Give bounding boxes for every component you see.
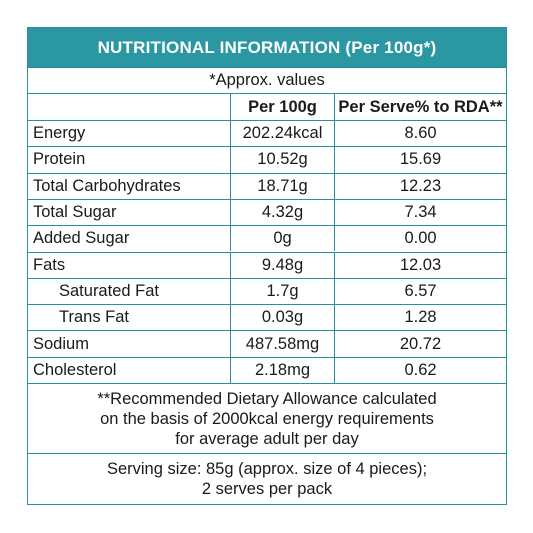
nutrient-name: Protein [33, 150, 86, 169]
nutrient-row: Total Sugar 4.32g 7.34 [28, 198, 506, 226]
nutrient-name: Saturated Fat [59, 281, 159, 300]
nutrient-per-serve-rda: 12.03 [334, 252, 506, 278]
nutrient-per-100g: 4.32g [230, 199, 334, 226]
nutrient-per-100g: 202.24kcal [230, 121, 334, 147]
nutrient-per-serve-rda: 1.28 [334, 305, 506, 331]
nutrient-per-serve-rda: 12.23 [334, 173, 506, 199]
nutrient-per-serve-rda: 8.60 [334, 121, 506, 147]
rda-note-row: **Recommended Dietary Allowance calculat… [28, 383, 506, 453]
nutrition-panel: NUTRITIONAL INFORMATION (Per 100g*) *App… [27, 27, 507, 505]
nutrient-per-serve-rda: 6.57 [334, 278, 506, 305]
nutrient-per-100g: 9.48g [230, 252, 334, 278]
column-header-row: Per 100g Per Serve% to RDA** [28, 93, 506, 120]
rda-note-line: on the basis of 2000kcal energy requirem… [100, 409, 434, 428]
nutrient-row: Energy 202.24kcal 8.60 [28, 120, 506, 147]
nutrient-per-100g: 18.71g [230, 173, 334, 199]
nutrient-row: Cholesterol 2.18mg 0.62 [28, 356, 506, 383]
nutrient-name: Sodium [33, 334, 89, 353]
nutrient-per-serve-rda: 0.00 [334, 226, 506, 252]
nutrient-row: Trans Fat 0.03g 1.28 [28, 304, 506, 331]
nutrient-per-serve-rda: 0.62 [334, 357, 506, 383]
nutrient-per-serve-rda: 20.72 [334, 331, 506, 357]
column-header-nutrient [28, 94, 230, 120]
serving-note-line: Serving size: 85g (approx. size of 4 pie… [106, 460, 428, 478]
nutrient-row: Total Carbohydrates 18.71g 12.23 [28, 172, 506, 199]
nutrient-name: Added Sugar [33, 229, 130, 248]
nutrient-per-100g: 2.18mg [230, 357, 334, 383]
nutrient-per-100g: 1.7g [230, 278, 334, 305]
nutrient-row: Added Sugar 0g 0.00 [28, 225, 506, 252]
nutrient-name: Total Carbohydrates [33, 176, 181, 195]
serving-size-row: Serving size: 85g (approx. size of 4 pie… [28, 453, 506, 504]
nutrient-per-100g: 0.03g [230, 305, 334, 331]
nutrient-per-100g: 487.58mg [230, 331, 334, 357]
approx-values-note: *Approx. values [209, 71, 325, 89]
nutrient-row: Fats 9.48g 12.03 [28, 251, 506, 278]
serving-size-note: Serving size: 85g (approx. size of 4 pie… [28, 454, 506, 504]
nutrient-name: Energy [33, 124, 86, 143]
nutrient-row: Saturated Fat 1.7g 6.57 [28, 277, 506, 305]
panel-title: NUTRITIONAL INFORMATION (Per 100g*) [28, 28, 506, 67]
nutrient-row: Protein 10.52g 15.69 [28, 146, 506, 173]
approx-values-row: *Approx. values [28, 67, 506, 93]
rda-note-line: **Recommended Dietary Allowance calculat… [97, 389, 437, 408]
column-header-per-serve-rda: Per Serve% to RDA** [334, 94, 506, 120]
nutrient-name: Fats [33, 255, 66, 274]
nutrient-row: Sodium 487.58mg 20.72 [28, 330, 506, 357]
nutrient-per-serve-rda: 7.34 [334, 199, 506, 226]
nutrient-per-serve-rda: 15.69 [334, 147, 506, 173]
nutrient-name: Cholesterol [33, 360, 117, 379]
rda-note-line: for average adult per day [175, 429, 359, 448]
serving-note-line: 2 serves per pack [201, 480, 333, 498]
column-header-per-100g: Per 100g [230, 94, 334, 120]
nutrient-per-100g: 0g [230, 226, 334, 252]
rda-footnote: **Recommended Dietary Allowance calculat… [28, 384, 506, 453]
nutrient-name: Total Sugar [33, 203, 117, 222]
nutrient-name: Trans Fat [59, 308, 129, 327]
nutrient-per-100g: 10.52g [230, 147, 334, 173]
